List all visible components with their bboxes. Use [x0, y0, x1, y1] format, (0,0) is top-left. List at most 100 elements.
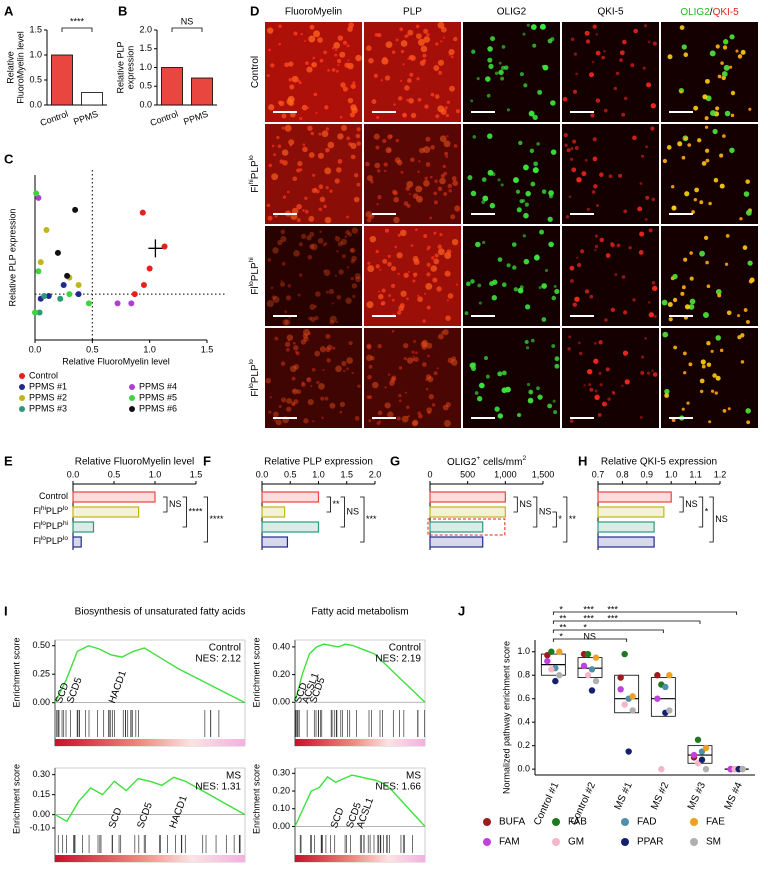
- cell-spot: [437, 186, 443, 192]
- cell-spot: [323, 204, 327, 209]
- cell-spot: [310, 316, 316, 323]
- cell-spot: [607, 397, 611, 401]
- data-point: [75, 282, 82, 288]
- data-point: [592, 654, 600, 661]
- cell-spot: [553, 410, 558, 415]
- cell-spot: [714, 391, 718, 395]
- cell-spot: [406, 415, 409, 418]
- cell-spot: [335, 236, 341, 242]
- legend-label: PPMS #2: [29, 392, 67, 402]
- cell-spot: [272, 247, 279, 254]
- cell-spot: [268, 48, 271, 52]
- cell-spot: [322, 243, 326, 247]
- cell-spot: [306, 235, 312, 241]
- cell-spot: [410, 157, 415, 163]
- cell-spot: [573, 52, 577, 56]
- cell-spot: [382, 258, 388, 264]
- cell-spot: [387, 148, 392, 152]
- x-tick-label: 1.0: [149, 469, 162, 479]
- cell-spot: [598, 371, 602, 375]
- cell-spot: [366, 395, 370, 399]
- cell-spot: [267, 257, 272, 262]
- cell-spot: [694, 187, 699, 193]
- cell-spot: [541, 283, 547, 289]
- cell-spot: [366, 217, 372, 223]
- cell-spot: [412, 193, 419, 199]
- cell-spot: [350, 142, 357, 150]
- cell-spot: [276, 135, 280, 140]
- cell-spot: [310, 243, 318, 251]
- cell-spot: [489, 202, 496, 209]
- micrograph: [364, 226, 461, 326]
- cell-spot: [430, 92, 435, 97]
- cell-spot: [289, 365, 297, 373]
- cell-spot: [433, 200, 438, 205]
- cell-spot: [442, 36, 445, 39]
- cell-spot: [722, 134, 726, 138]
- significance-label: ***: [607, 613, 618, 623]
- legend-swatch: [129, 406, 135, 412]
- data-point: [161, 243, 168, 250]
- cell-spot: [454, 205, 461, 212]
- cell-spot: [639, 182, 643, 185]
- cell-spot: [613, 86, 618, 91]
- cell-spot: [742, 245, 748, 250]
- cell-spot: [536, 142, 540, 146]
- cell-spot: [398, 366, 403, 370]
- cell-spot: [297, 160, 303, 167]
- cell-spot: [307, 331, 311, 336]
- y-axis-label: FluoroMyelin level: [15, 31, 25, 104]
- cell-spot: [565, 215, 570, 219]
- gene-label: SCD5: [135, 801, 155, 830]
- cell-spot: [370, 355, 375, 361]
- cell-spot: [715, 44, 720, 49]
- cell-spot: [434, 94, 440, 99]
- cell-spot: [723, 64, 730, 71]
- cell-spot: [350, 154, 356, 160]
- cell-spot: [372, 381, 379, 389]
- text-part: Control: [250, 56, 261, 88]
- significance-bracket: [326, 496, 331, 513]
- cell-spot: [554, 356, 560, 362]
- cell-spot: [688, 304, 695, 310]
- bar: [72, 536, 82, 548]
- cell-spot: [384, 386, 387, 389]
- cell-spot: [745, 320, 750, 324]
- cell-spot: [603, 108, 608, 113]
- rank-bar: [295, 855, 425, 862]
- cell-spot: [699, 378, 705, 384]
- cell-spot: [271, 295, 277, 300]
- cell-spot: [371, 99, 377, 105]
- cell-spot: [417, 294, 420, 298]
- cell-spot: [440, 26, 447, 33]
- cell-spot: [652, 41, 657, 46]
- cell-spot: [423, 292, 427, 295]
- data-point: [617, 686, 624, 693]
- cell-spot: [689, 251, 693, 255]
- cell-spot: [428, 394, 434, 400]
- significance-label: NS: [715, 514, 728, 524]
- cell-spot: [437, 21, 445, 29]
- cell-spot: [523, 83, 528, 88]
- bar: [597, 521, 655, 533]
- data-point: [625, 748, 632, 755]
- bar: [429, 521, 484, 533]
- cell-spot: [594, 234, 598, 238]
- cell-spot: [301, 381, 305, 385]
- cell-spot: [442, 329, 449, 336]
- cell-spot: [429, 216, 433, 220]
- cell-spot: [309, 231, 315, 237]
- y-tick-label: 0.40: [272, 641, 290, 651]
- enrichment-curve: [294, 643, 426, 703]
- cell-spot: [278, 24, 282, 28]
- x-tick-label: 1,000: [494, 469, 517, 479]
- cell-spot: [298, 273, 303, 277]
- cell-spot: [522, 32, 526, 36]
- cell-spot: [399, 27, 404, 32]
- cell-spot: [412, 279, 416, 283]
- cell-spot: [724, 110, 731, 117]
- cell-spot: [621, 275, 626, 279]
- micrograph: [463, 124, 560, 224]
- significance-label: **: [569, 514, 577, 524]
- cell-spot: [280, 229, 286, 235]
